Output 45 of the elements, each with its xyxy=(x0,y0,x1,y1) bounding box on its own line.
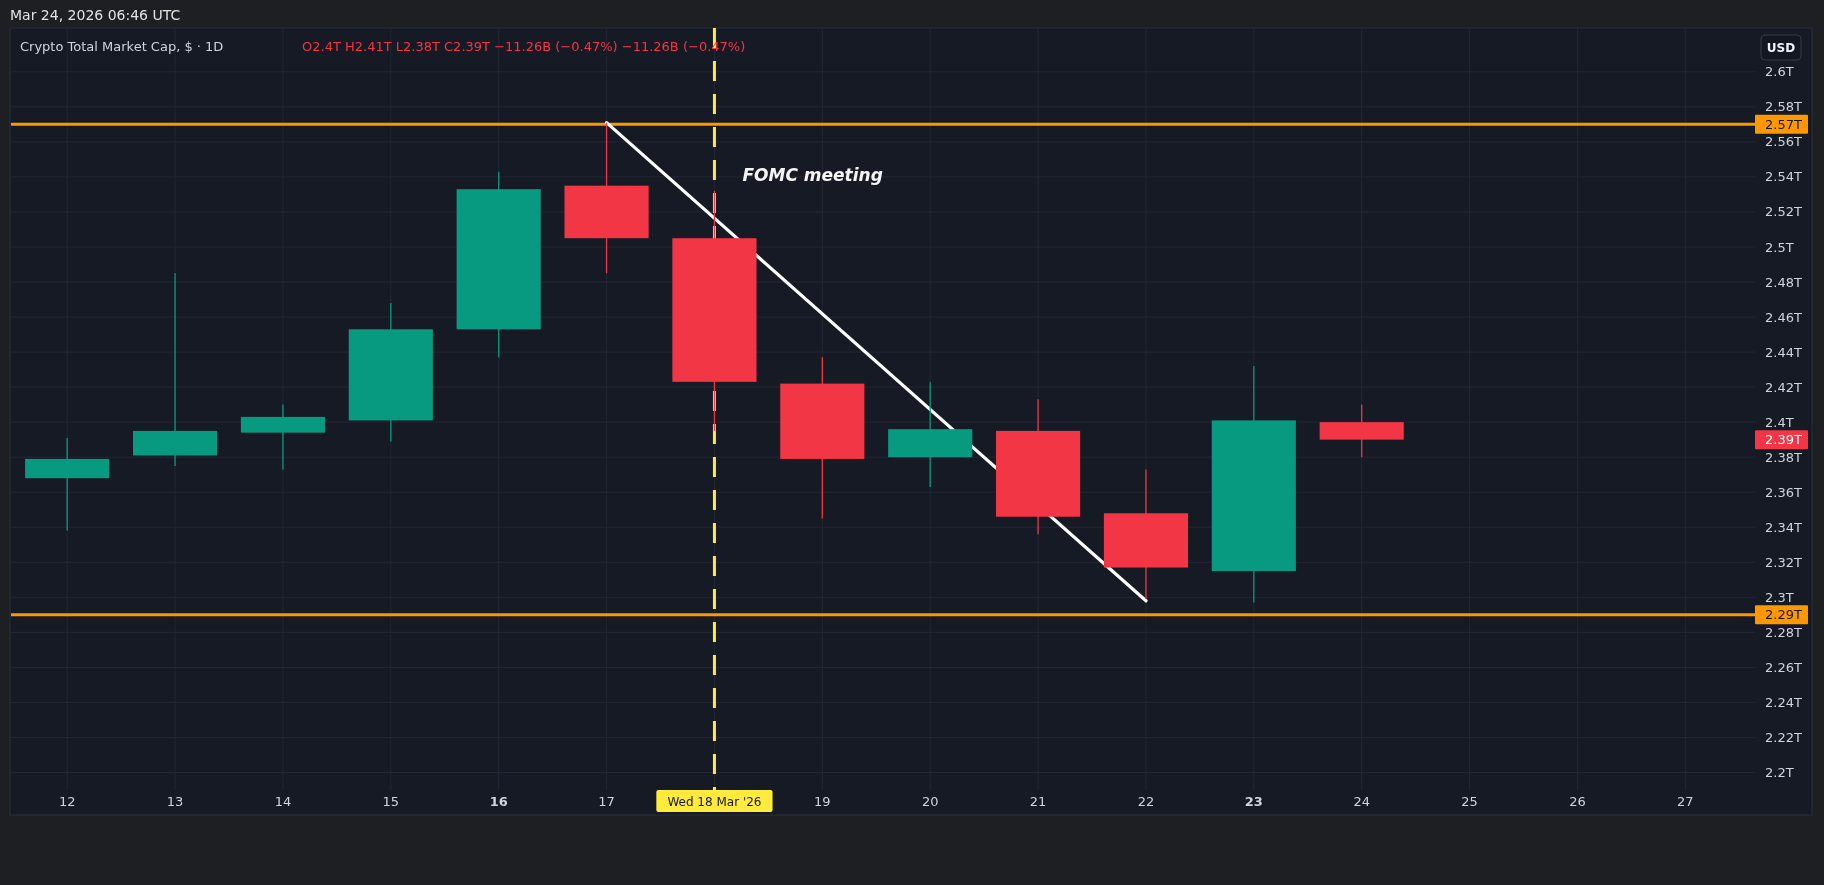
ref-line-label: 2.29T xyxy=(1765,607,1802,623)
y-tick-label: 2.56T xyxy=(1765,134,1802,150)
x-tick-label: 12 xyxy=(58,794,76,809)
y-tick-label: 2.34T xyxy=(1765,519,1802,535)
y-tick-label: 2.24T xyxy=(1765,694,1802,710)
x-tick-label: 23 xyxy=(1244,794,1263,809)
annotation: O2.4T H2.41T L2.38T C2.39T −11.26B (−0.47%) −11.26B (−0.47%) xyxy=(302,39,746,54)
y-axis-title: USD xyxy=(1766,41,1796,55)
y-tick-label: 2.46T xyxy=(1765,309,1802,325)
y-tick-label: 2.32T xyxy=(1765,554,1802,570)
x-tick-label: 17 xyxy=(598,794,615,809)
x-tick-label: 26 xyxy=(1569,794,1586,809)
x-tick-label: 27 xyxy=(1677,794,1694,809)
x-tick-label: 22 xyxy=(1137,794,1155,809)
y-tick-label: 2.4T xyxy=(1765,414,1794,430)
y-tick-label: 2.26T xyxy=(1765,659,1802,675)
text: Crypto Total Market Cap, $ · 1D xyxy=(20,39,224,54)
text: Mar 24, 2026 06:46 UTC xyxy=(10,7,181,23)
y-tick-label: 2.28T xyxy=(1765,624,1802,640)
x-tick-label: 19 xyxy=(814,794,831,809)
y-tick-label: 2.5T xyxy=(1765,239,1794,255)
x-tick-label: 16 xyxy=(489,794,508,809)
y-tick-label: 2.48T xyxy=(1765,274,1802,290)
x-tick-label: 24 xyxy=(1353,794,1370,809)
y-tick-label: 2.36T xyxy=(1765,484,1802,500)
annotation: FOMC meeting xyxy=(742,165,883,186)
y-tick-label: 2.6T xyxy=(1765,64,1794,80)
x-tick-label: 21 xyxy=(1029,794,1047,809)
y-tick-label: 2.52T xyxy=(1765,204,1802,220)
y-tick-label: 2.38T xyxy=(1765,449,1802,465)
x-tick-label: 14 xyxy=(274,794,292,809)
y-tick-label: 2.2T xyxy=(1765,765,1794,781)
ref-line-label: Wed 18 Mar '26 xyxy=(667,794,762,809)
x-tick-label: 25 xyxy=(1461,794,1478,809)
x-tick-label: 20 xyxy=(921,794,939,809)
y-tick-label: 2.22T xyxy=(1765,730,1802,745)
y-tick-label: 2.3T xyxy=(1765,589,1794,605)
ref-line-label: 2.57T xyxy=(1765,116,1802,132)
y-tick-label: 2.42T xyxy=(1765,379,1802,395)
y-tick-label: 2.44T xyxy=(1765,344,1802,360)
y-tick-label: 2.58T xyxy=(1765,99,1802,115)
text: 2.39T xyxy=(1765,432,1802,448)
x-tick-label: 15 xyxy=(382,794,400,809)
y-tick-label: 2.54T xyxy=(1765,169,1802,185)
x-tick-label: 13 xyxy=(166,794,184,809)
